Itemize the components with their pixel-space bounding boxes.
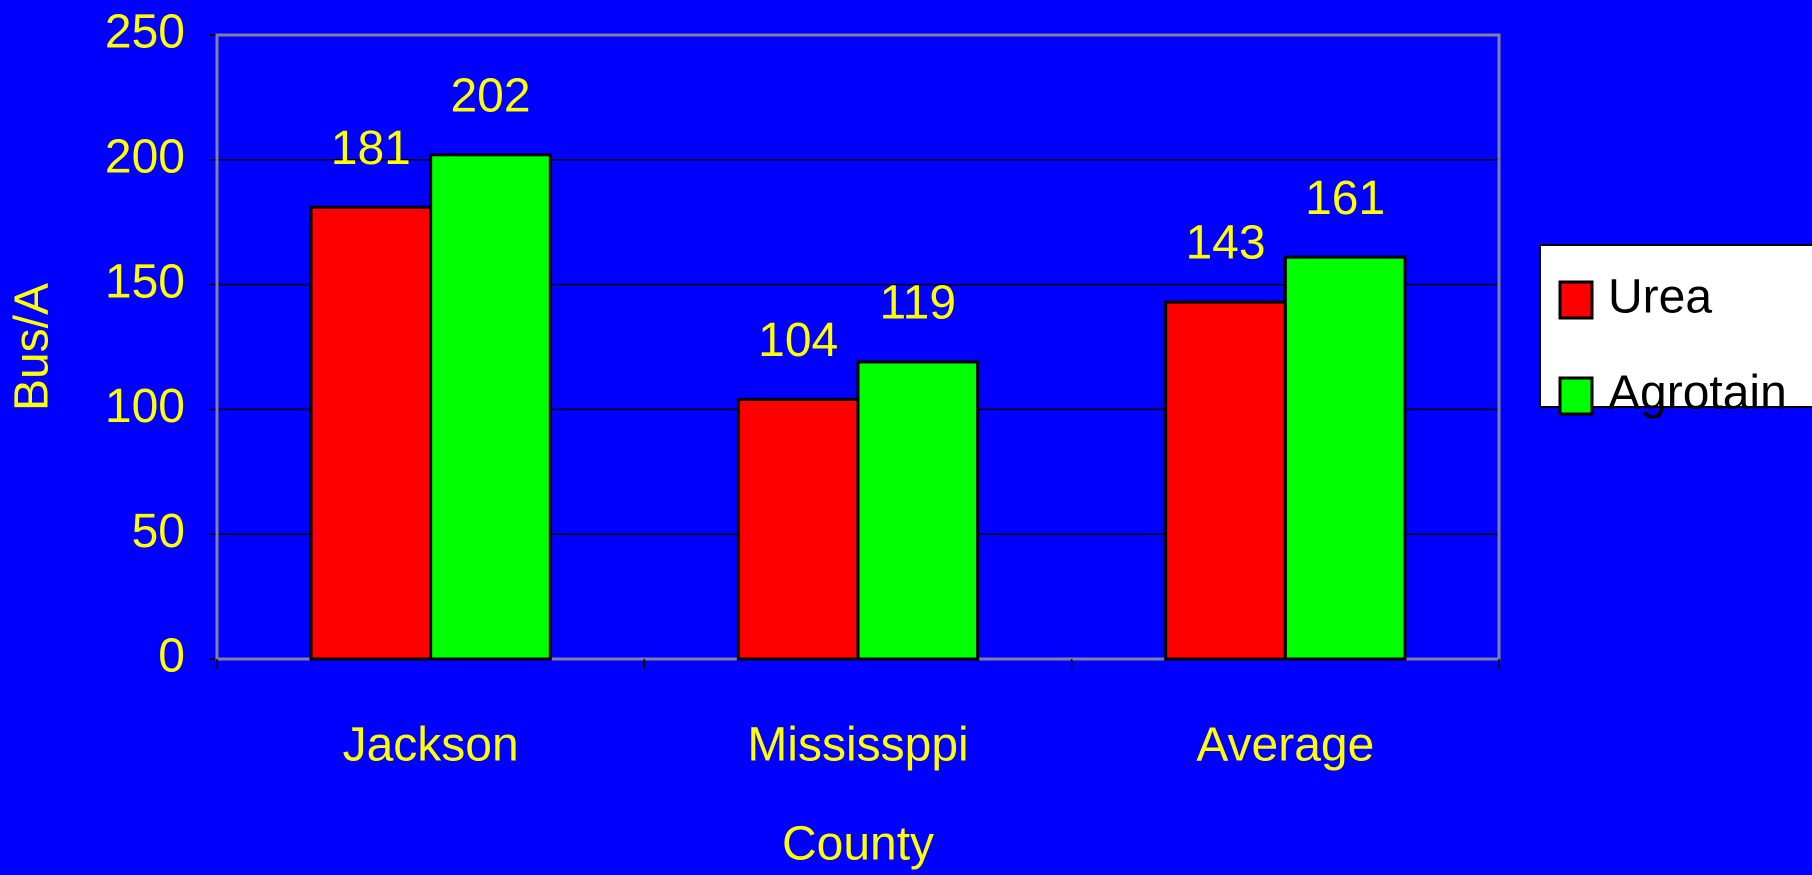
y-tick-label: 200 xyxy=(105,130,185,183)
x-tick-label: Jackson xyxy=(343,719,519,772)
x-axis-title: County xyxy=(782,818,934,871)
y-tick-label: 50 xyxy=(132,505,185,558)
y-tick-label: 150 xyxy=(105,255,185,308)
data-label: 181 xyxy=(331,122,411,175)
bar xyxy=(309,205,433,661)
x-tick-label: Mississppi xyxy=(747,719,968,772)
data-label: 161 xyxy=(1305,172,1385,225)
data-label: 104 xyxy=(758,314,838,367)
y-tick-label: 250 xyxy=(105,6,185,59)
data-label: 119 xyxy=(880,277,957,330)
y-tick-label: 100 xyxy=(105,380,185,433)
x-tick-label: Average xyxy=(1196,719,1374,772)
y-tick-label: 0 xyxy=(158,630,185,683)
bar xyxy=(1283,255,1407,661)
bar xyxy=(1164,300,1287,661)
data-label: 202 xyxy=(450,69,530,122)
bar xyxy=(856,360,980,661)
bar xyxy=(736,397,860,661)
legend-label: Urea xyxy=(1608,271,1712,324)
legend-label: Agrotain xyxy=(1608,367,1787,420)
legend-swatch xyxy=(1558,376,1594,416)
bar xyxy=(429,153,552,661)
legend-swatch xyxy=(1558,280,1594,320)
y-axis-title: Bus/A xyxy=(6,283,59,411)
data-label: 143 xyxy=(1185,217,1265,270)
